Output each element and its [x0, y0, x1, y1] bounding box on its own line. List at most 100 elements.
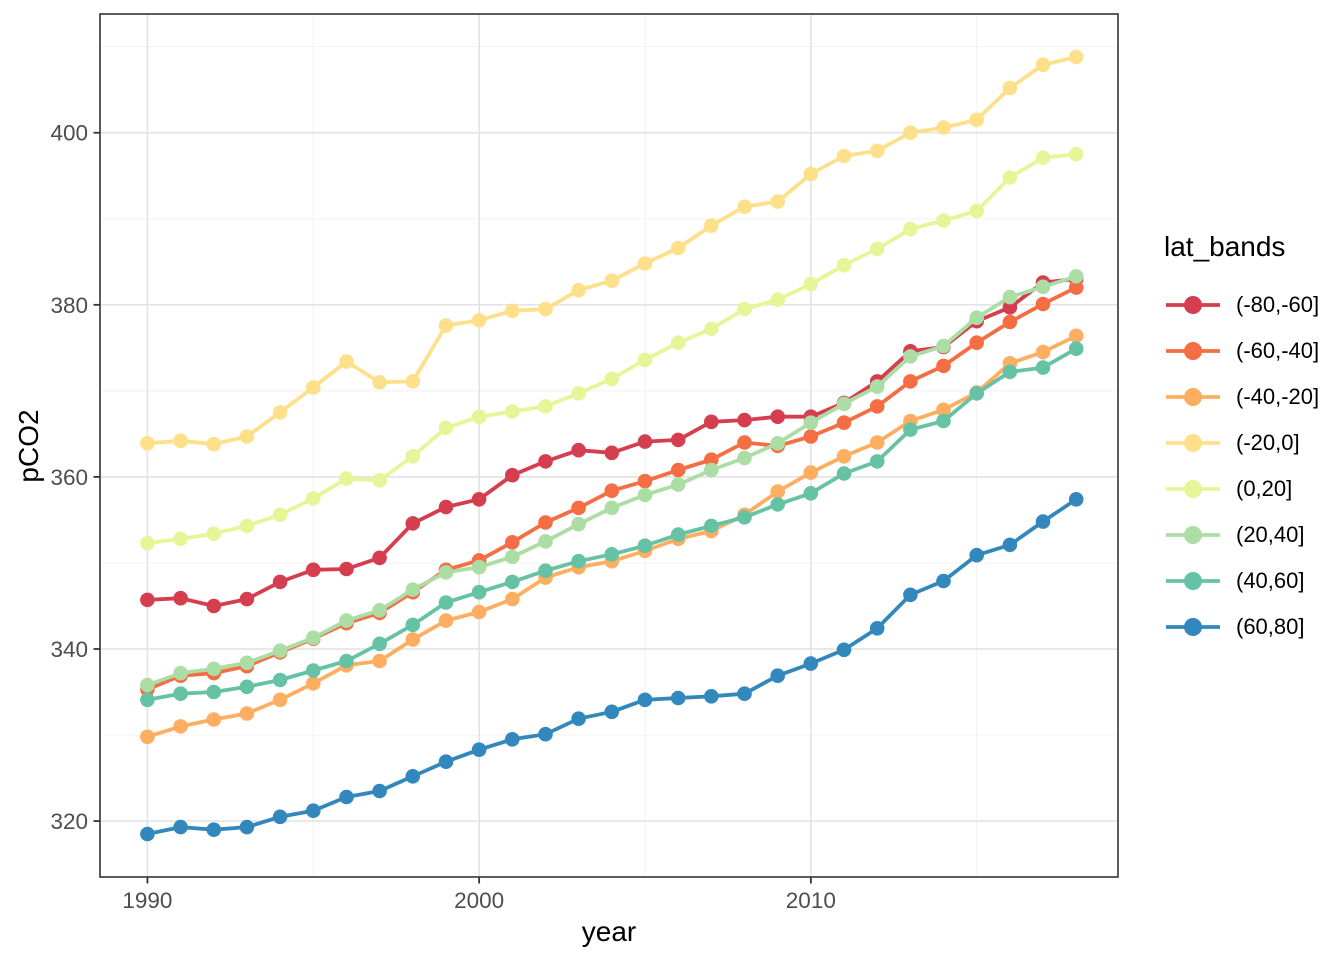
data-point-80-60-1995 [306, 562, 321, 578]
data-point-60-80-1998 [405, 769, 421, 784]
data-point-20-40-1999 [438, 565, 454, 580]
data-point-80-60-2016 [1002, 300, 1018, 315]
y-tick-label-320: 320 [50, 809, 88, 834]
plot-area: 320 340 360 380 400 1990 2000 2010 [50, 13, 1119, 913]
data-point-60-40-2010 [803, 429, 819, 444]
data-point-0-20-1992 [206, 526, 222, 541]
data-point-0-20-1991 [173, 531, 188, 547]
data-point-60-80-2013 [903, 587, 918, 603]
data-point-20-40-2002 [538, 534, 553, 549]
data-point-40-20-1991 [173, 719, 188, 734]
data-point-0-20-2001 [505, 404, 520, 419]
data-point-40-60-1997 [372, 636, 387, 652]
data-point-60-80-2012 [869, 621, 885, 636]
data-point-20-0-1991 [173, 433, 188, 449]
data-point-60-40-2001 [505, 535, 520, 550]
data-point-60-40-2016 [1002, 314, 1018, 330]
data-point-20-0-1995 [306, 380, 321, 395]
data-point-40-20-2018 [1068, 328, 1084, 344]
legend-key-point [1184, 480, 1202, 498]
data-point-60-80-2014 [936, 573, 951, 589]
legend-key-point [1184, 572, 1202, 590]
data-point-60-80-2006 [670, 690, 686, 706]
data-point-20-40-1995 [306, 630, 321, 646]
data-point-20-0-1994 [272, 405, 288, 420]
legend-entry-label: (0,20] [1236, 476, 1293, 501]
data-point-80-60-1996 [339, 561, 354, 577]
legend-entry-label: (20,40] [1236, 522, 1305, 547]
data-point-60-40-2012 [869, 399, 885, 414]
data-point-60-80-1990 [140, 826, 155, 842]
data-point-60-40-2002 [538, 515, 553, 530]
data-point-20-40-1997 [372, 603, 387, 618]
data-point-80-60-1997 [372, 550, 387, 566]
legend-entry-20-0: (-20,0] [1164, 420, 1344, 466]
data-point-80-60-2000 [471, 492, 487, 507]
data-point-20-40-1990 [140, 677, 155, 693]
legend-entry-80-60: (-80,-60] [1164, 282, 1344, 328]
data-point-60-80-2004 [604, 704, 620, 720]
x-tick-label-1990: 1990 [122, 888, 172, 913]
data-point-20-0-2008 [737, 199, 752, 214]
data-point-20-40-2001 [505, 549, 520, 565]
y-axis-title: pCO2 [13, 409, 44, 482]
data-point-0-20-2000 [471, 409, 487, 425]
data-point-40-60-2016 [1002, 364, 1018, 380]
legend-key-icon [1166, 526, 1220, 544]
y-tick-label-400: 400 [50, 121, 88, 146]
data-point-40-20-2014 [936, 402, 951, 418]
x-tick-label-2010: 2010 [786, 888, 836, 913]
data-point-20-0-2014 [936, 120, 951, 135]
data-point-80-60-2003 [571, 442, 586, 458]
data-point-20-0-1990 [140, 436, 155, 451]
data-point-0-20-1999 [438, 420, 454, 436]
data-point-20-40-1998 [405, 582, 421, 597]
data-point-20-40-2008 [737, 450, 752, 466]
data-point-0-20-2005 [637, 352, 653, 368]
legend: lat_bands (-80,-60] (-60,-40] (-40,-20] (-2… [1164, 230, 1344, 650]
data-point-20-40-1991 [173, 665, 188, 681]
data-point-60-40-2015 [969, 335, 984, 351]
x-tick-label-2000: 2000 [454, 888, 504, 913]
data-point-40-60-2006 [670, 527, 686, 542]
data-point-0-20-1990 [140, 535, 155, 551]
data-point-20-0-2005 [637, 256, 653, 271]
legend-entry-60-40: (-60,-40] [1164, 328, 1344, 374]
data-point-40-20-1999 [438, 613, 454, 628]
data-point-20-0-2011 [836, 148, 852, 164]
data-point-20-40-2004 [604, 500, 620, 516]
data-point-80-60-2002 [538, 454, 553, 469]
data-point-20-40-2010 [803, 415, 819, 431]
legend-entry-label: (60,80] [1236, 614, 1305, 639]
data-point-20-0-2000 [471, 313, 487, 328]
legend-key-icon [1166, 296, 1220, 314]
data-point-40-60-2010 [803, 486, 819, 501]
data-point-60-40-2011 [836, 415, 852, 431]
data-point-40-60-2015 [969, 386, 984, 401]
data-point-0-20-2003 [571, 386, 586, 401]
data-point-60-40-2007 [704, 452, 719, 468]
data-point-60-80-2011 [836, 642, 852, 658]
data-point-20-40-2006 [670, 477, 686, 492]
legend-entry-label: (-40,-20] [1236, 384, 1320, 409]
data-point-20-0-1997 [372, 375, 387, 390]
data-point-0-20-1998 [405, 449, 421, 464]
data-point-20-40-2007 [704, 462, 719, 478]
data-point-0-20-2004 [604, 371, 620, 387]
data-point-40-60-2013 [903, 422, 918, 437]
data-point-60-80-1993 [239, 819, 255, 835]
data-point-40-20-1998 [405, 632, 421, 647]
data-point-60-80-2010 [803, 656, 819, 671]
data-point-20-0-2012 [869, 143, 885, 159]
data-point-60-80-2007 [704, 689, 719, 704]
data-point-20-0-1998 [405, 374, 421, 389]
legend-key-icon [1166, 434, 1220, 452]
data-point-40-60-2008 [737, 510, 752, 525]
data-point-20-40-2005 [637, 487, 653, 503]
data-point-0-20-2012 [869, 241, 885, 257]
data-point-60-40-2004 [604, 483, 620, 499]
data-point-60-40-2013 [903, 374, 918, 389]
data-point-60-80-2003 [571, 711, 586, 726]
data-point-0-20-2011 [836, 257, 852, 273]
